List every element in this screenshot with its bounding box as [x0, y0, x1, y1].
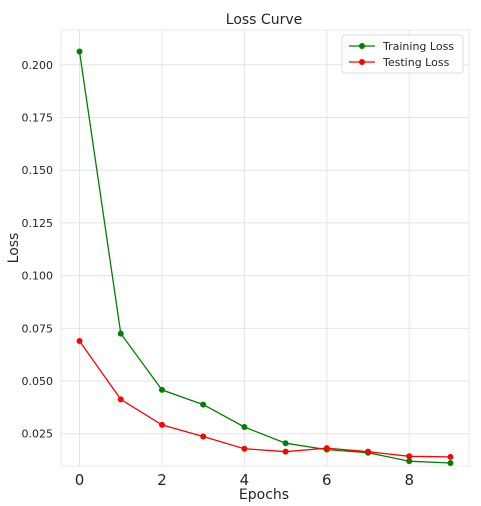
training-loss-legend-label: Training Loss	[382, 40, 454, 53]
series-lines	[76, 48, 454, 467]
testing-loss-point	[365, 448, 372, 455]
x-tick-label: 6	[322, 471, 332, 489]
y-tick-label: 0.075	[22, 322, 54, 335]
chart-title: Loss Curve	[226, 12, 302, 28]
training-loss-point	[241, 423, 248, 430]
testing-loss-point	[447, 453, 454, 460]
testing-loss-legend-marker	[359, 59, 365, 65]
y-tick-label: 0.200	[22, 59, 54, 72]
x-tick-label: 0	[75, 471, 85, 489]
testing-loss-point	[323, 445, 330, 452]
y-tick-label: 0.100	[22, 270, 54, 283]
training-loss-legend-marker	[359, 43, 365, 49]
x-tick-label: 8	[404, 471, 414, 489]
x-tick-label: 2	[157, 471, 167, 489]
y-axis-ticks: 0.025 0.050 0.075 0.100 0.125 0.150 0.175 0.200	[22, 59, 54, 441]
y-tick-label: 0.025	[22, 428, 54, 441]
training-loss-point	[200, 401, 207, 408]
training-loss-point	[282, 440, 289, 447]
training-loss-point	[447, 460, 454, 467]
testing-loss-point	[158, 421, 165, 428]
x-tick-label: 4	[240, 471, 250, 489]
y-tick-label: 0.125	[22, 217, 54, 230]
testing-loss-point	[241, 445, 248, 452]
x-axis-ticks: 0 2 4 6 8	[75, 471, 414, 489]
testing-loss-line	[78, 340, 451, 458]
plot-area	[60, 29, 470, 467]
training-loss-line	[78, 51, 451, 464]
y-axis-label: Loss	[6, 233, 22, 264]
y-tick-label: 0.050	[22, 375, 54, 388]
testing-loss-point	[200, 433, 207, 440]
x-axis-label: Epochs	[239, 487, 289, 503]
training-loss-point	[406, 458, 413, 465]
training-loss-point	[158, 386, 165, 393]
testing-loss-point	[76, 337, 83, 344]
testing-loss-legend-label: Testing Loss	[382, 56, 450, 69]
legend-box	[341, 34, 464, 74]
training-loss-point	[76, 48, 83, 55]
grid-lines	[61, 30, 469, 466]
y-tick-label: 0.175	[22, 111, 54, 124]
testing-loss-point	[282, 448, 289, 455]
training-loss-point	[117, 330, 124, 337]
y-tick-label: 0.150	[22, 164, 54, 177]
testing-loss-point	[117, 396, 124, 403]
legend: Training Loss Testing Loss	[341, 34, 464, 74]
testing-loss-point	[406, 453, 413, 460]
